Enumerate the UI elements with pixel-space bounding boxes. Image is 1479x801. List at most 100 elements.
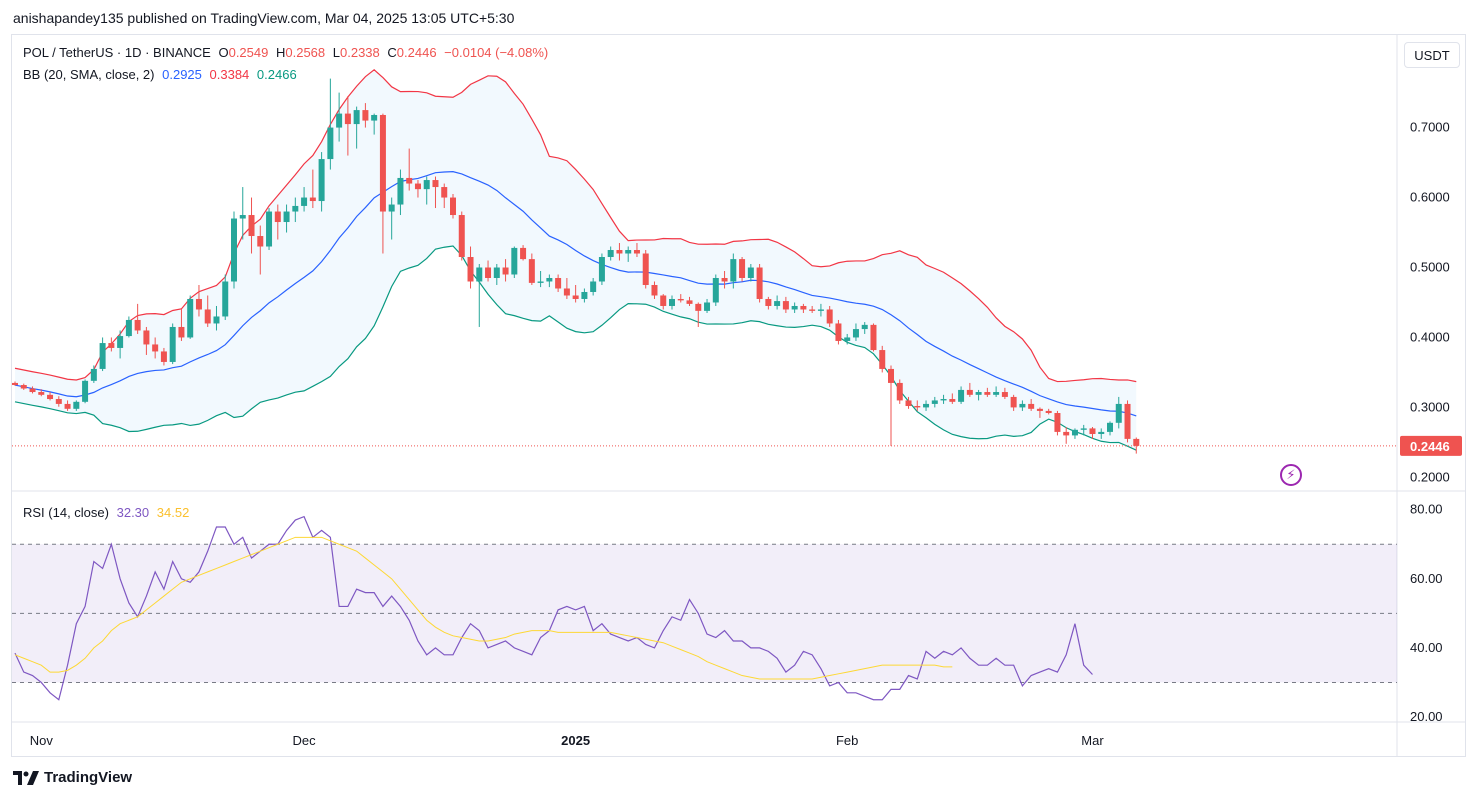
candle-body <box>616 250 623 254</box>
rsi-ma-line <box>14 536 953 680</box>
candle-body <box>502 267 509 275</box>
candle-body <box>476 267 483 282</box>
candle <box>1063 427 1070 444</box>
candle <box>739 257 746 282</box>
candle <box>581 288 588 303</box>
flash-icon[interactable]: ⚡ <box>1280 464 1302 486</box>
candle-body <box>169 326 176 362</box>
price-tick-label: 0.4000 <box>1410 329 1450 344</box>
symbol-legend: POL / TetherUS · 1D · BINANCE O0.2549 H0… <box>23 45 552 60</box>
bb-upper-value: 0.3384 <box>209 67 250 82</box>
candle <box>283 204 290 233</box>
candle-body <box>949 399 956 402</box>
candle <box>423 176 430 205</box>
candle <box>257 225 264 275</box>
candle <box>55 396 62 407</box>
candle <box>1054 410 1061 436</box>
candle <box>704 298 711 313</box>
candle-body <box>222 281 229 317</box>
candle <box>774 295 781 310</box>
candle <box>493 264 500 285</box>
tradingview-logo[interactable]: TradingView <box>13 769 132 786</box>
candle <box>852 323 859 341</box>
candle-body <box>38 392 45 395</box>
rsi-ma-value: 34.52 <box>156 505 190 520</box>
time-tick-label: Nov <box>30 733 54 748</box>
candle-body <box>432 180 439 188</box>
candle-body <box>283 211 290 223</box>
candle-body <box>537 281 544 283</box>
candle-body <box>695 303 702 311</box>
candle <box>914 400 921 411</box>
candle-body <box>458 215 465 258</box>
candle-body <box>712 277 719 303</box>
candle-body <box>204 309 211 324</box>
candle-body <box>782 301 789 310</box>
candle-body <box>896 382 903 401</box>
candle <box>152 337 159 359</box>
candle <box>949 393 956 404</box>
rsi-tick-label: 40.00 <box>1410 640 1443 655</box>
candle-body <box>677 298 684 301</box>
bb-fill <box>15 69 1137 451</box>
candle <box>966 382 973 397</box>
candle-body <box>73 401 80 409</box>
candle-body <box>1071 429 1078 436</box>
candle <box>1080 424 1087 436</box>
candle-body <box>362 110 369 121</box>
candle-body <box>485 267 492 278</box>
candle-body <box>1133 438 1140 446</box>
candle-body <box>327 127 334 160</box>
candle-body <box>82 380 89 402</box>
candle-body <box>914 406 921 408</box>
candle-body <box>12 382 18 386</box>
candle <box>458 211 465 261</box>
candle <box>993 386 1000 397</box>
candle <box>844 333 851 345</box>
candle-body <box>905 400 912 407</box>
candle-body <box>90 368 97 381</box>
candle-body <box>546 277 553 282</box>
candle <box>371 113 378 135</box>
candle-body <box>966 389 973 395</box>
candle-body <box>1036 408 1043 411</box>
candle-body <box>555 277 562 289</box>
candle <box>353 106 360 149</box>
candle <box>905 396 912 409</box>
candle-body <box>125 319 132 337</box>
candle-body <box>975 392 982 395</box>
candle <box>1089 427 1096 439</box>
candle <box>555 274 562 292</box>
candle <box>1071 428 1078 439</box>
candle-body <box>371 114 378 121</box>
candle <box>861 322 868 334</box>
candle-body <box>152 344 159 352</box>
candle <box>292 197 299 223</box>
candle <box>1019 400 1026 411</box>
candle-body <box>64 403 71 409</box>
candle-body <box>852 329 859 338</box>
candle <box>984 387 991 397</box>
currency-button[interactable]: USDT <box>1404 42 1460 68</box>
candle <box>344 96 351 156</box>
close-value: C0.2446 <box>387 45 437 60</box>
candle-body <box>178 326 185 338</box>
candle-body <box>99 343 106 369</box>
candle <box>607 246 614 261</box>
candle <box>782 296 789 313</box>
price-axis: 0.7000 0.6000 0.5000 0.4000 0.3000 0.2000 0.24… <box>1400 120 1462 484</box>
last-price-label: 0.2446 <box>1410 439 1450 454</box>
candle-body <box>931 400 938 404</box>
candle <box>327 78 334 170</box>
candle-body <box>1010 396 1017 408</box>
candle <box>940 394 947 404</box>
candle <box>397 169 404 216</box>
candle <box>896 379 903 404</box>
candle <box>633 243 640 258</box>
candle-body <box>1115 403 1122 423</box>
candle-body <box>117 336 124 348</box>
bb-upper-line <box>14 69 1137 383</box>
candle-body <box>809 309 816 311</box>
brand-name: TradingView <box>44 769 133 786</box>
